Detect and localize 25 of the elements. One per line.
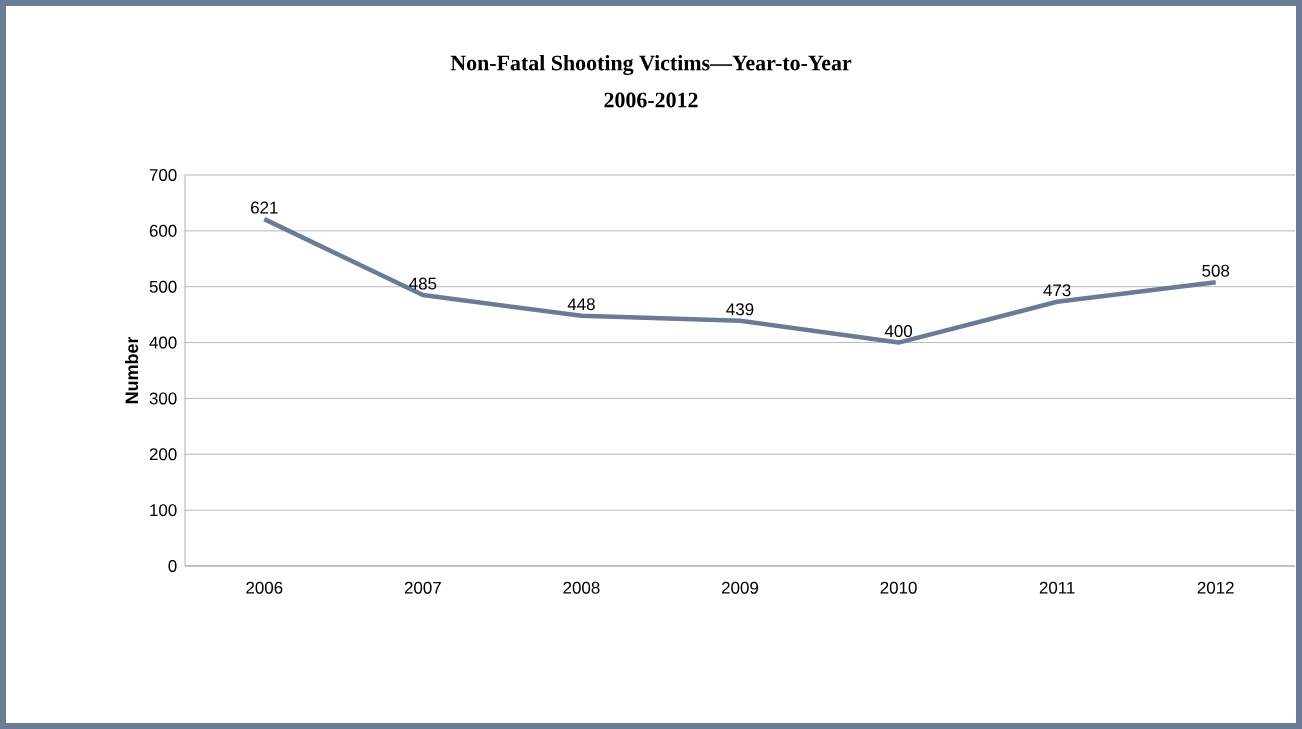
data-label: 621 — [251, 201, 278, 214]
data-label: 439 — [726, 303, 754, 316]
y-tick-label: 700 — [149, 168, 177, 181]
y-tick-label: 200 — [149, 448, 177, 461]
chart-subtitle: 2006-2012 — [604, 92, 698, 108]
x-tick-label: 2006 — [246, 581, 283, 594]
y-tick-label: 0 — [168, 559, 177, 572]
x-tick-label: 2007 — [404, 581, 441, 594]
data-label: 508 — [1202, 264, 1230, 277]
data-label: 400 — [884, 325, 913, 338]
y-tick-label: 100 — [150, 504, 177, 517]
x-tick-label: 2011 — [1039, 581, 1075, 594]
data-label: 448 — [567, 298, 595, 311]
data-label: 473 — [1043, 284, 1071, 297]
y-tick-label: 600 — [149, 224, 177, 237]
data-label: 485 — [409, 277, 437, 290]
x-tick-label: 2008 — [563, 581, 600, 594]
x-tick-label: 2009 — [722, 581, 759, 594]
x-tick-label: 2010 — [880, 581, 917, 594]
y-tick-label: 400 — [149, 336, 177, 349]
chart-title: Non-Fatal Shooting Victims—Year-to-Year — [450, 54, 852, 76]
x-tick-label: 2012 — [1197, 581, 1234, 594]
y-axis-title: Number — [124, 336, 139, 404]
y-tick-label: 300 — [149, 392, 177, 405]
y-tick-label: 500 — [149, 280, 177, 293]
